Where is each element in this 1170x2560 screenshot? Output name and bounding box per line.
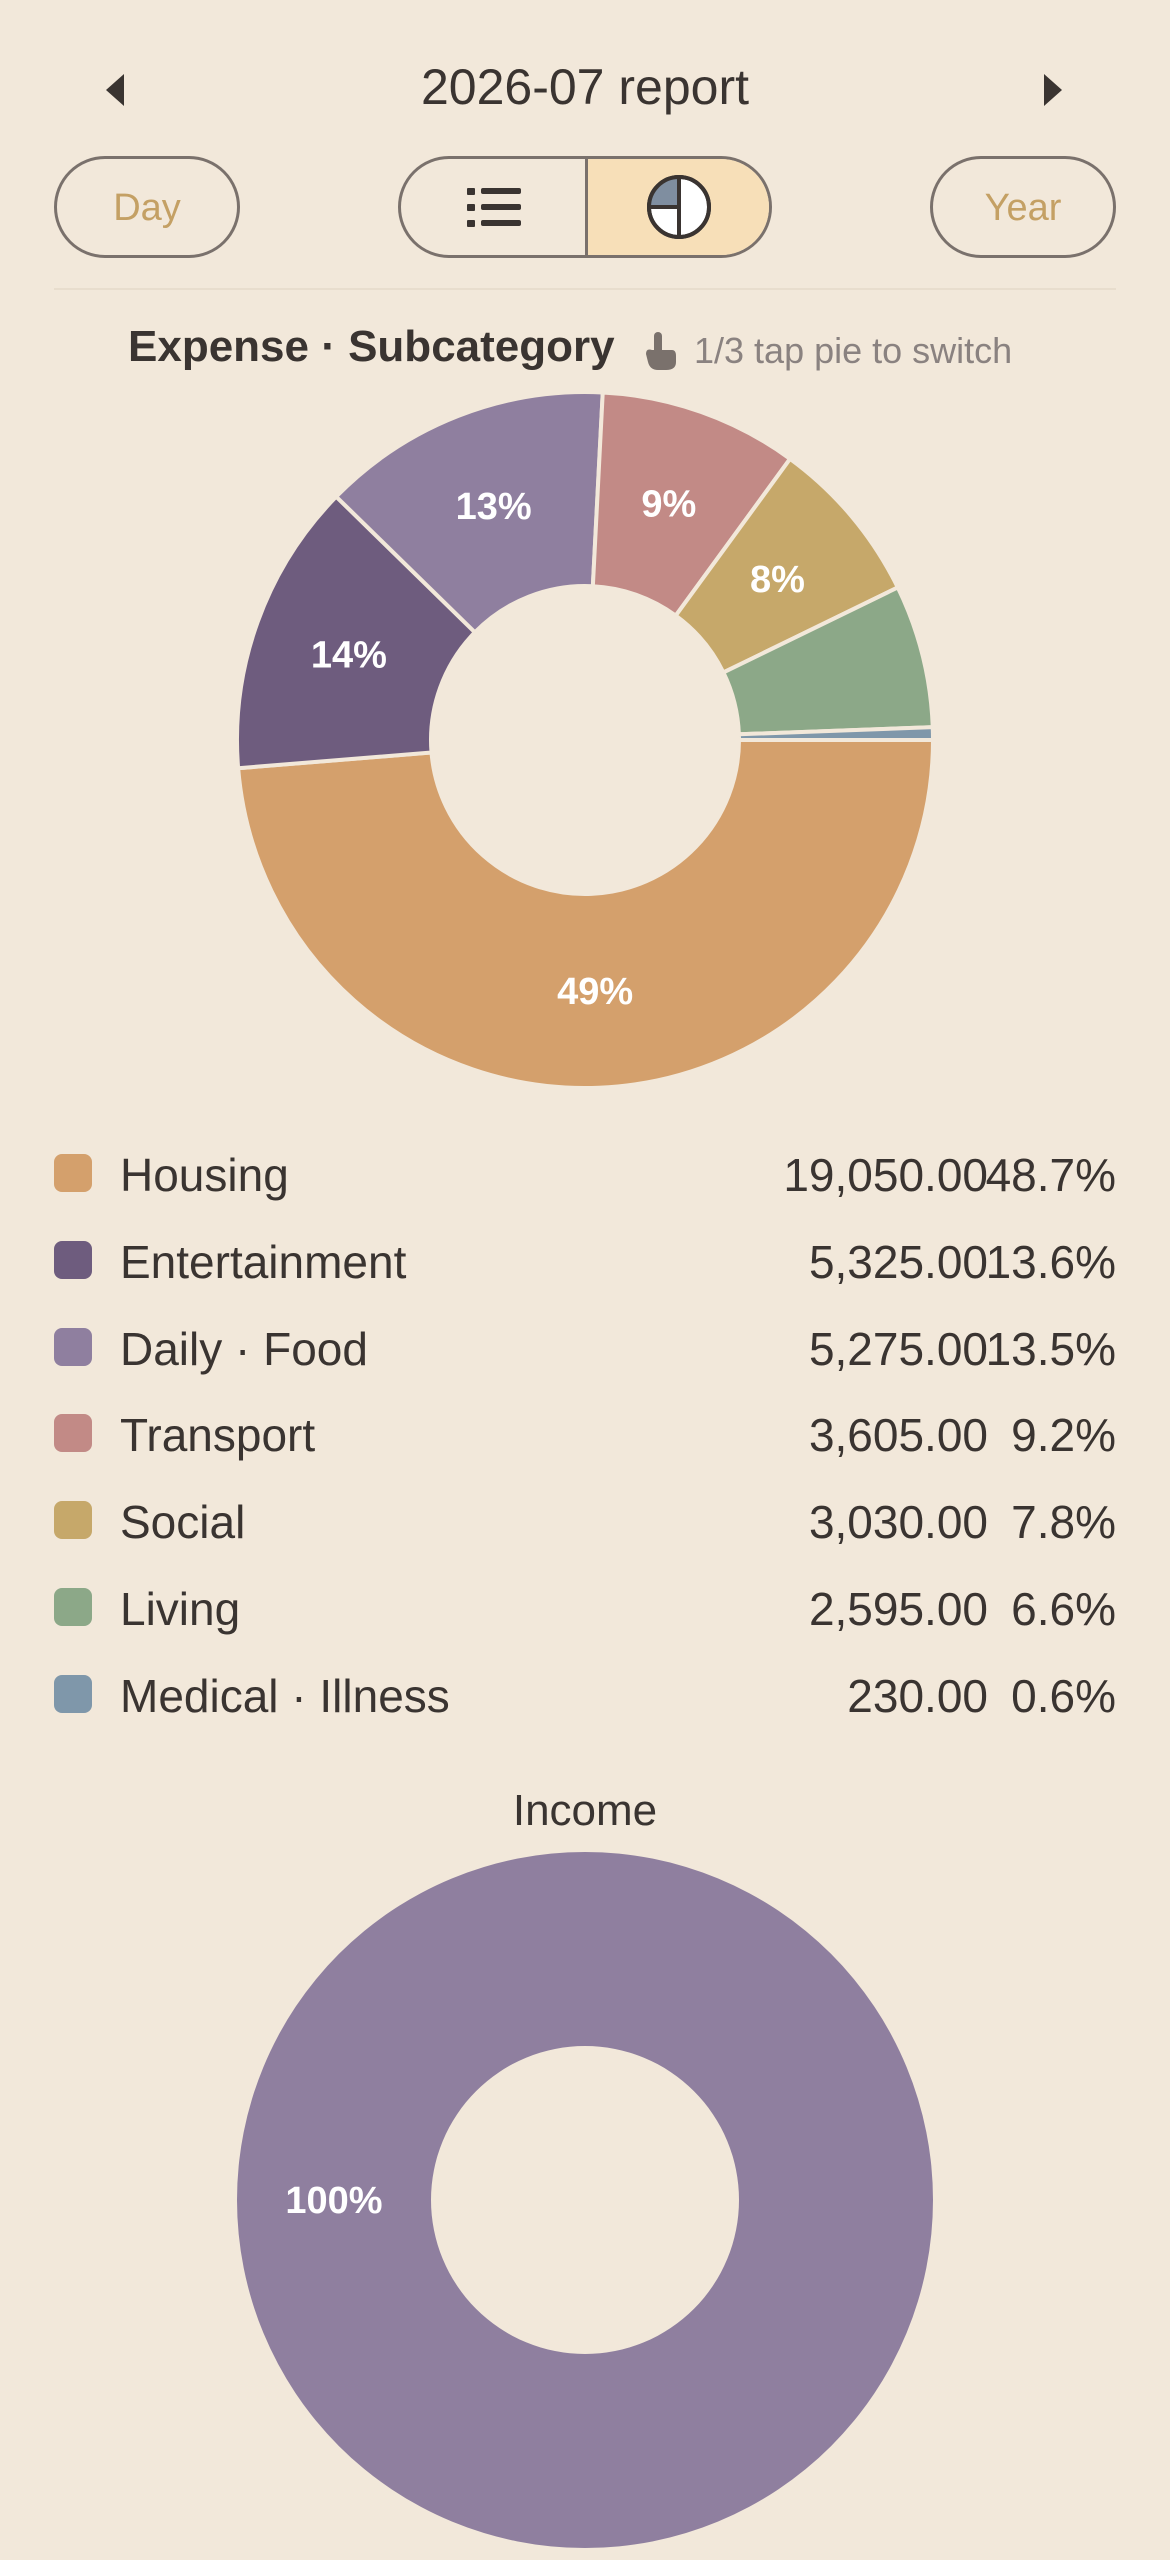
legend-category: Entertainment <box>120 1235 407 1288</box>
expense-slice-2[interactable] <box>235 493 478 771</box>
legend-swatch <box>54 1501 92 1540</box>
legend-percent: 9.2% <box>1011 1409 1116 1462</box>
legend-category: Social <box>120 1496 246 1549</box>
view-toggle <box>398 156 772 258</box>
expense-slice-label-1: 49% <box>557 971 633 1013</box>
legend-amount: 19,050.00 <box>783 1149 988 1201</box>
legend-percent: 13.5% <box>985 1322 1116 1375</box>
expense-slice-label-5: 8% <box>750 559 805 601</box>
legend-row[interactable]: Social 3,030.00 7.8% <box>0 1485 1170 1571</box>
legend-category: Medical · Illness <box>120 1669 450 1722</box>
day-button-label: Day <box>113 187 181 229</box>
legend-amount: 3,605.00 <box>808 1409 988 1462</box>
expense-slice-label-2: 14% <box>311 635 387 677</box>
report-header: 2026-07 report <box>0 40 1170 136</box>
pie-chart-icon <box>647 175 711 239</box>
legend-row[interactable]: Daily · Food 5,275.00 13.5% <box>0 1312 1170 1398</box>
legend-row[interactable]: Entertainment 5,325.00 13.6% <box>0 1225 1170 1311</box>
list-icon <box>467 188 521 227</box>
legend-row[interactable]: Housing 19,050.00 48.7% <box>0 1138 1170 1224</box>
tap-hand-icon <box>646 332 676 370</box>
switch-hint-text: 1/3 tap pie to switch <box>694 330 1013 371</box>
legend-swatch <box>54 1327 92 1366</box>
legend-row[interactable]: Living 2,595.00 6.6% <box>0 1572 1170 1658</box>
legend-row[interactable]: Transport 3,605.00 9.2% <box>0 1398 1170 1484</box>
legend-amount: 3,030.00 <box>808 1496 988 1549</box>
legend-percent: 48.7% <box>985 1149 1116 1201</box>
page-title: 2026-07 report <box>420 59 749 115</box>
income-slice-1[interactable] <box>237 1852 933 2548</box>
expense-slice-1[interactable] <box>235 738 936 1090</box>
previous-month-button[interactable] <box>98 70 138 110</box>
legend-swatch <box>54 1588 92 1626</box>
legend-amount: 5,325.00 <box>808 1235 988 1288</box>
expense-slice-label-3: 13% <box>456 486 532 528</box>
legend-category: Living <box>120 1583 241 1635</box>
year-button-label: Year <box>984 187 1062 229</box>
income-chart-title: Income <box>512 1786 658 1835</box>
expense-chart-title: Expense · Subcategory <box>128 322 615 371</box>
day-button[interactable]: Day <box>54 156 240 258</box>
legend-swatch <box>54 1414 92 1453</box>
chart-view-button[interactable] <box>585 159 769 255</box>
income-pie-chart[interactable]: 100% <box>0 1840 1170 2560</box>
caret-right-icon <box>1044 74 1062 106</box>
legend-percent: 13.6% <box>985 1235 1116 1288</box>
year-button[interactable]: Year <box>930 156 1116 258</box>
list-view-button[interactable] <box>401 159 585 255</box>
legend-swatch <box>54 1154 92 1192</box>
legend-percent: 6.6% <box>1011 1583 1116 1635</box>
legend-swatch <box>54 1240 92 1279</box>
legend-category: Daily · Food <box>120 1322 368 1375</box>
expense-slice-7[interactable] <box>736 725 936 742</box>
caret-left-icon <box>106 74 124 106</box>
legend-amount: 5,275.00 <box>808 1322 988 1375</box>
expense-slice-label-4: 9% <box>641 483 696 525</box>
next-month-button[interactable] <box>1030 70 1070 110</box>
legend-category: Housing <box>120 1149 289 1201</box>
legend-category: Transport <box>120 1409 316 1462</box>
legend-row[interactable]: Medical · Illness 230.00 0.6% <box>0 1659 1170 1745</box>
divider <box>54 288 1116 290</box>
expense-slice-3[interactable] <box>333 390 605 636</box>
legend-amount: 230.00 <box>847 1669 988 1722</box>
legend-amount: 2,595.00 <box>808 1583 988 1635</box>
legend-swatch <box>54 1674 92 1713</box>
income-slice-label-1: 100% <box>285 2180 382 2222</box>
expense-pie-chart[interactable]: 49% 14% 13% 9% 8% <box>0 380 1170 1100</box>
legend-percent: 7.8% <box>1011 1496 1116 1549</box>
legend-percent: 0.6% <box>1011 1669 1116 1722</box>
